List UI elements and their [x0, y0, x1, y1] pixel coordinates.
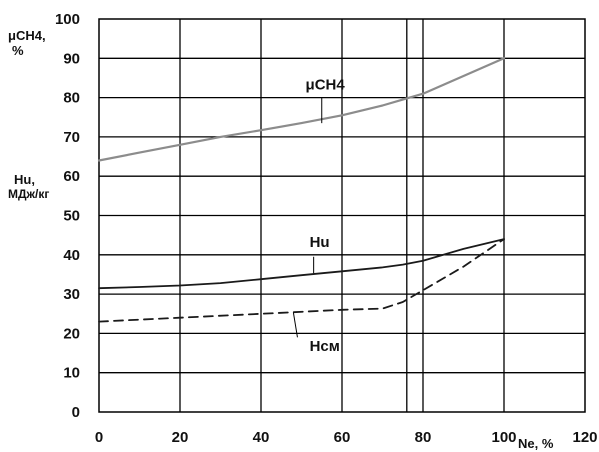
x-tick-label: 0 — [95, 429, 103, 446]
series-line-2 — [98, 238, 505, 323]
y-tick-label: 20 — [63, 325, 80, 342]
x-tick-label: 20 — [172, 429, 189, 446]
series-line-0 — [97, 57, 506, 162]
y-axis-label-mu-ch4: μCH4, — [8, 28, 46, 43]
x-tick-label: 60 — [334, 429, 351, 446]
series-line-1 — [98, 238, 505, 290]
x-tick-label: 80 — [415, 429, 432, 446]
x-axis-label: Ne, % — [518, 436, 554, 451]
y-tick-label: 40 — [63, 247, 80, 264]
x-tick-label: 120 — [572, 429, 597, 446]
y-axis-ticks: 0 10 20 30 40 50 60 70 80 90 100 — [55, 11, 80, 421]
y-tick-label: 10 — [63, 365, 80, 382]
y-tick-label: 30 — [63, 286, 80, 303]
y-axis-label-hu: Hu, — [14, 172, 35, 187]
y-tick-label: 60 — [63, 168, 80, 185]
series-annotation: Hсм — [310, 338, 340, 355]
plot-frame — [98, 18, 586, 413]
x-tick-label: 100 — [491, 429, 516, 446]
series-annotation: μCH4 — [306, 77, 346, 94]
y-tick-label: 50 — [63, 208, 80, 225]
y-tick-label: 80 — [63, 90, 80, 107]
y-tick-label: 90 — [63, 50, 80, 67]
y-tick-label: 100 — [55, 11, 80, 28]
x-tick-label: 40 — [253, 429, 270, 446]
y-axis-label-hu-unit: МДж/кг — [8, 187, 49, 201]
annotation-layer: μCH4 Hu Hсм — [292, 77, 346, 355]
y-axis-label-mu-ch4-unit: % — [12, 43, 24, 58]
y-tick-label: 0 — [72, 404, 80, 421]
leader-hcm — [292, 312, 298, 338]
series-annotation: Hu — [310, 234, 330, 251]
x-axis-ticks: 0 20 40 60 80 100 120 — [95, 429, 598, 446]
y-tick-label: 70 — [63, 129, 80, 146]
